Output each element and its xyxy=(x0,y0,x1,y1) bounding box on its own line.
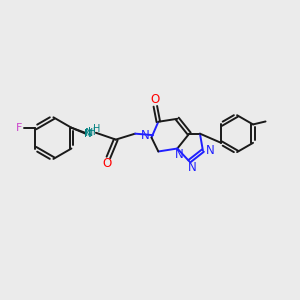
Text: H: H xyxy=(93,124,101,134)
Text: N: N xyxy=(84,129,92,139)
Text: O: O xyxy=(102,158,112,170)
Text: N: N xyxy=(206,144,215,157)
Text: N: N xyxy=(188,161,197,174)
Text: O: O xyxy=(151,93,160,106)
Text: N: N xyxy=(141,129,149,142)
Text: N: N xyxy=(85,128,93,138)
Text: H: H xyxy=(88,127,96,137)
Text: F: F xyxy=(16,123,22,133)
Text: N: N xyxy=(175,148,183,161)
